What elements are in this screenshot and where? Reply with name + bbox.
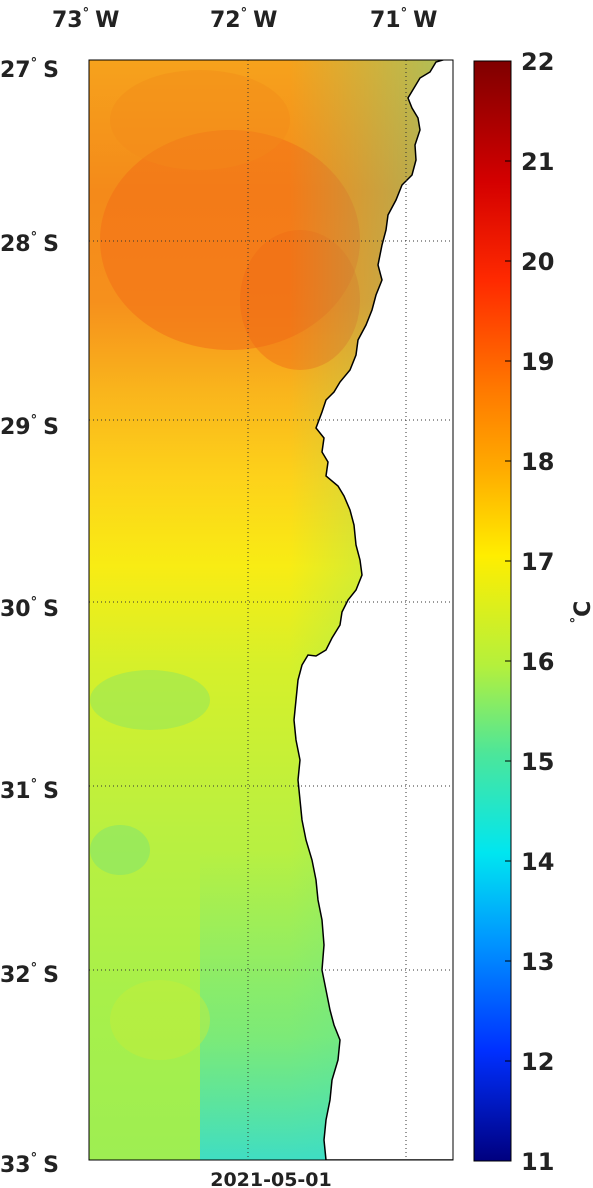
lat-label-33: 33° S — [0, 1151, 59, 1178]
colorbar-tick-label: 18 — [521, 448, 554, 476]
map-frame — [88, 59, 454, 1161]
cool-patch — [90, 670, 210, 730]
colorbar-tick-label: 19 — [521, 348, 554, 376]
lat-label-30: 30° S — [0, 595, 59, 622]
lon-label-72: 72° W — [210, 6, 277, 33]
lat-label-32: 32° S — [0, 961, 59, 988]
lat-label-28: 28° S — [0, 230, 59, 257]
colorbar-tick-label: 21 — [521, 148, 554, 176]
colorbar-tick-label: 13 — [521, 948, 554, 976]
colorbar-tick-label: 12 — [521, 1048, 554, 1076]
lat-label-31: 31° S — [0, 777, 59, 804]
colorbar-tick-label: 17 — [521, 548, 554, 576]
colorbar-unit: °C — [569, 601, 593, 624]
lat-labels: 27° S 28° S 29° S 30° S 31° S 32° S 33° S — [0, 56, 59, 1178]
warm-south-patch — [110, 980, 210, 1060]
colorbar-tick-label: 16 — [521, 648, 554, 676]
lon-label-73: 73° W — [52, 6, 119, 33]
colorbar-gradient — [473, 60, 512, 1162]
colorbar-tick-label: 22 — [521, 48, 554, 76]
land-mask — [293, 60, 453, 1160]
colorbar-tick-label: 15 — [521, 748, 554, 776]
lat-label-29: 29° S — [0, 413, 59, 440]
colorbar-tick-label: 14 — [521, 848, 554, 876]
lat-label-27: 27° S — [0, 56, 59, 83]
gridlines — [89, 60, 453, 1160]
map-plot-area — [89, 60, 453, 1160]
lon-label-71: 71° W — [370, 6, 437, 33]
date-label: 2021-05-01 — [210, 1169, 332, 1188]
colorbar-ticks: 22 21 20 19 18 17 16 15 14 13 12 11 — [505, 48, 554, 1176]
colorbar-tick-label: 11 — [521, 1148, 554, 1176]
colorbar: 22 21 20 19 18 17 16 15 14 13 12 11 °C — [473, 48, 593, 1176]
cool-patch — [90, 825, 150, 875]
colorbar-tick-label: 20 — [521, 248, 554, 276]
lon-labels: 73° W 72° W 71° W — [52, 6, 437, 33]
